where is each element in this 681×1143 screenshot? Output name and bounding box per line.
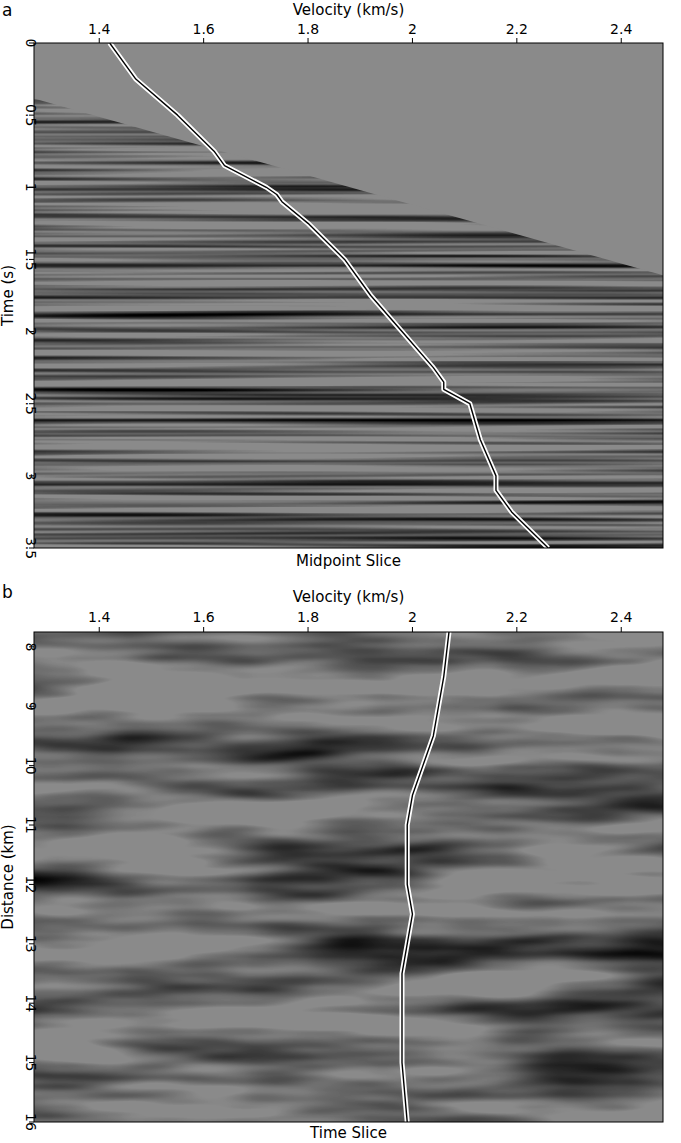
x-tick	[516, 627, 517, 632]
y-tick-label: 0.5	[23, 104, 39, 126]
panel-letter: a	[2, 0, 12, 20]
x-tick	[308, 627, 309, 632]
image-texture	[34, 632, 663, 1122]
panel-0: 1.4 1.6 1.8 2 2.2 2.4 0 0.5 1 1.5 2 2.5 3 3.5 Velocity…	[0, 0, 663, 570]
figure: 1.4 1.6 1.8 2 2.2 2.4 0 0.5 1 1.5 2 2.5 3 3.5 Velocity…	[0, 0, 681, 1143]
x-tick	[621, 38, 622, 43]
y-tick-label: 16	[23, 1113, 39, 1131]
y-tick-label: 10	[23, 757, 39, 775]
y-tick-label: 0	[23, 39, 39, 48]
x-tick-label: 1.8	[297, 21, 319, 37]
y-tick-label: 8	[23, 642, 39, 651]
panel-1: 1.4 1.6 1.8 2 2.2 2.4 8 9 10 11 12 13 14 15 16 Velocity…	[0, 582, 663, 1142]
x-tick-label: 2.4	[610, 21, 632, 37]
frame	[34, 43, 663, 548]
y-axis-title: Distance (km)	[0, 824, 17, 929]
x-tick-label: 2	[408, 609, 417, 625]
x-tick-label: 2.2	[506, 609, 528, 625]
x-axis-title: Velocity (km/s)	[293, 1, 404, 19]
y-tick-label: 2.5	[23, 393, 39, 415]
y-tick-label: 14	[23, 994, 39, 1012]
picked-curve	[110, 43, 548, 548]
y-tick-label: 3.5	[23, 537, 39, 559]
curve-core	[110, 43, 548, 548]
panel-caption: Midpoint Slice	[296, 552, 401, 570]
plot-area	[110, 43, 548, 548]
x-tick-label: 1.6	[193, 21, 215, 37]
y-tick-label: 12	[23, 876, 39, 894]
plot-area	[402, 632, 449, 1122]
x-tick-label: 1.6	[193, 609, 215, 625]
x-axis-title: Velocity (km/s)	[293, 588, 404, 606]
x-tick	[99, 38, 100, 43]
x-tick	[308, 38, 309, 43]
picked-curve	[402, 632, 449, 1122]
frame	[34, 632, 663, 1122]
quiet-zone	[34, 43, 663, 275]
x-tick-label: 2.4	[610, 609, 632, 625]
y-tick-label: 13	[23, 935, 39, 953]
panel-caption: Time Slice	[309, 1124, 387, 1142]
image-texture	[34, 43, 663, 548]
x-tick	[203, 627, 204, 632]
plot-background	[34, 632, 663, 1122]
y-tick-label: 1	[23, 183, 39, 192]
y-tick-label: 15	[23, 1054, 39, 1072]
x-tick	[412, 38, 413, 43]
y-tick-label: 9	[23, 702, 39, 711]
y-axis-title: Time (s)	[0, 265, 17, 327]
x-tick-label: 1.8	[297, 609, 319, 625]
x-tick	[621, 627, 622, 632]
x-tick-label: 1.4	[88, 21, 110, 37]
y-tick-label: 1.5	[23, 248, 39, 270]
panel-letter: b	[2, 582, 13, 602]
x-tick	[412, 627, 413, 632]
curve-core	[402, 632, 449, 1122]
y-tick-label: 2	[23, 327, 39, 336]
y-tick-label: 3	[23, 471, 39, 480]
x-tick-label: 2	[408, 21, 417, 37]
x-tick	[99, 627, 100, 632]
x-tick	[516, 38, 517, 43]
x-tick	[203, 38, 204, 43]
y-tick-label: 11	[23, 816, 39, 834]
x-tick-label: 2.2	[506, 21, 528, 37]
plot-background	[34, 43, 663, 548]
x-tick-label: 1.4	[88, 609, 110, 625]
